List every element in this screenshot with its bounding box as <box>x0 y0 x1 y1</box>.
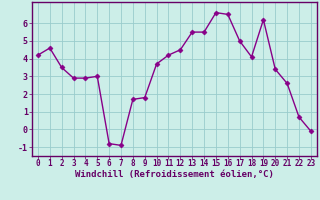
X-axis label: Windchill (Refroidissement éolien,°C): Windchill (Refroidissement éolien,°C) <box>75 170 274 179</box>
